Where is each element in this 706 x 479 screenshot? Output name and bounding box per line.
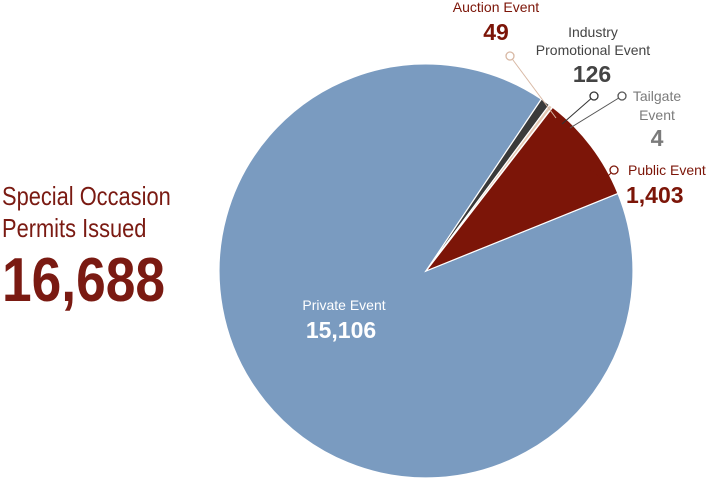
headline-total: 16,688 [2, 246, 166, 315]
auction-leader-line [509, 55, 557, 119]
headline: Special Occasion Permits Issued 16,688 [2, 180, 222, 314]
public-leader-line [589, 169, 615, 181]
industry-leader-line [561, 95, 595, 125]
label-public-event-name: Public Event [628, 162, 706, 178]
label-private-event-value: 15,106 [306, 317, 376, 343]
tailgate-leader-marker [617, 91, 627, 101]
label-tailgate-event-name-2: Event [639, 107, 675, 123]
tailgate-leader-line [569, 95, 623, 129]
headline-title-line-2: Permits Issued [2, 213, 147, 243]
label-private-event-name: Private Event [302, 297, 385, 313]
label-auction-event-name: Auction Event [453, 0, 539, 15]
slice-labels: Private Event 15,106 Public Event 1,403 Tail… [302, 0, 706, 343]
label-industry-event-name-2: Promotional Event [536, 42, 651, 58]
label-auction-event-value: 49 [483, 19, 509, 45]
industry-leader-marker [589, 91, 599, 101]
auction-leader-marker [505, 51, 515, 61]
label-industry-event-value: 126 [573, 61, 611, 87]
label-industry-event-name-1: Industry [568, 24, 618, 40]
label-tailgate-event-value: 4 [651, 125, 664, 151]
label-public-event-value: 1,403 [626, 182, 684, 208]
leader-lines [505, 51, 627, 181]
pie-slices [218, 63, 634, 479]
label-tailgate-event-name-1: Tailgate [633, 88, 681, 104]
public-leader-marker [609, 165, 619, 175]
headline-title-line-1: Special Occasion [2, 181, 171, 211]
pie-slice-public [424, 106, 619, 273]
